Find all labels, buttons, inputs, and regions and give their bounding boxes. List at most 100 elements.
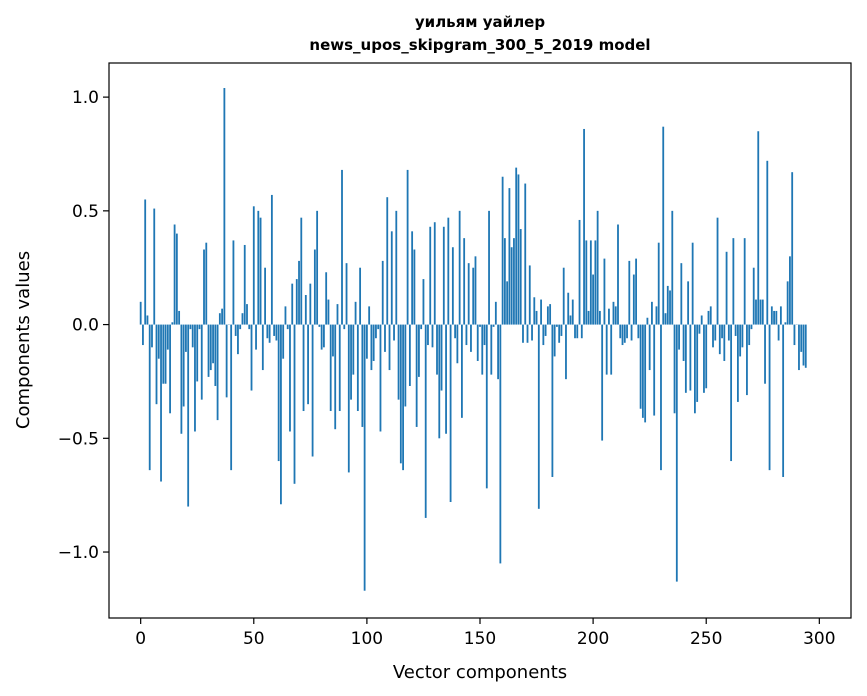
- bar-93: [350, 324, 352, 400]
- bar-107: [381, 260, 384, 325]
- bar-276: [764, 324, 766, 384]
- bar-183: [553, 324, 556, 357]
- bar-4: [148, 324, 151, 471]
- bar-10: [162, 324, 165, 384]
- bar-82: [325, 272, 328, 325]
- bar-195: [580, 324, 583, 339]
- bar-86: [334, 324, 337, 430]
- bar-142: [461, 324, 463, 418]
- bar-182: [551, 324, 554, 477]
- bar-282: [777, 324, 780, 341]
- bar-118: [406, 169, 409, 325]
- bar-157: [494, 301, 497, 325]
- bar-121: [413, 249, 416, 325]
- bar-124: [420, 324, 423, 330]
- bar-22: [189, 324, 192, 330]
- bar-148: [474, 256, 477, 325]
- bar-223: [644, 324, 647, 423]
- bar-34: [216, 324, 219, 421]
- bar-79: [318, 324, 321, 327]
- bar-175: [535, 310, 538, 325]
- bar-216: [628, 260, 631, 325]
- x-tick-label-4: 200: [577, 629, 609, 649]
- bar-169: [522, 324, 524, 343]
- bar-105: [377, 324, 380, 330]
- bar-155: [490, 324, 493, 375]
- bar-113: [395, 210, 398, 325]
- bar-70: [298, 260, 300, 325]
- bar-120: [411, 231, 414, 325]
- bar-232: [664, 313, 667, 325]
- bar-90: [343, 324, 346, 330]
- bar-116: [402, 324, 404, 471]
- bar-111: [390, 231, 393, 325]
- bar-153: [485, 324, 488, 489]
- bar-231: [662, 126, 665, 325]
- x-tick-label-1: 50: [243, 629, 265, 649]
- bar-206: [605, 324, 608, 375]
- bar-0: [139, 301, 142, 325]
- bar-126: [424, 324, 427, 518]
- bar-288: [791, 172, 794, 325]
- bar-66: [289, 324, 291, 432]
- bar-261: [730, 324, 733, 462]
- bar-241: [684, 324, 687, 393]
- bar-289: [793, 324, 796, 346]
- bar-40: [230, 324, 233, 471]
- y-tick-label-3: 0.5: [72, 202, 99, 222]
- bar-172: [528, 265, 531, 325]
- bar-92: [347, 324, 350, 473]
- bar-29: [205, 242, 208, 325]
- bar-269: [748, 324, 751, 346]
- bar-285: [784, 322, 787, 325]
- bar-106: [379, 324, 382, 432]
- bar-95: [354, 301, 357, 325]
- bar-96: [356, 324, 359, 412]
- bar-230: [660, 324, 662, 471]
- x-tick-label-5: 250: [690, 629, 722, 649]
- bar-258: [723, 324, 726, 361]
- chart-title-line-2: news_upos_skipgram_300_5_2019 model: [309, 36, 650, 54]
- bar-263: [734, 324, 737, 336]
- bar-193: [576, 324, 579, 339]
- bar-205: [603, 258, 606, 325]
- bar-45: [241, 313, 244, 325]
- bar-42: [234, 324, 237, 336]
- bar-173: [531, 324, 533, 341]
- bar-101: [368, 306, 371, 325]
- bar-72: [302, 324, 305, 412]
- bar-14: [171, 322, 174, 325]
- bar-31: [209, 324, 212, 371]
- bar-187: [562, 267, 565, 325]
- bar-264: [736, 324, 739, 402]
- bar-171: [526, 324, 529, 343]
- bar-164: [510, 247, 513, 325]
- bar-184: [556, 324, 558, 327]
- bar-59: [273, 324, 276, 336]
- bar-139: [454, 324, 457, 339]
- bar-203: [598, 310, 601, 325]
- bar-54: [261, 324, 264, 371]
- y-tick-label-1: −0.5: [58, 429, 99, 449]
- bar-191: [571, 299, 574, 325]
- bar-213: [621, 324, 624, 346]
- bar-146: [470, 324, 472, 352]
- bar-163: [508, 188, 511, 325]
- bar-13: [169, 324, 171, 414]
- bar-217: [630, 324, 633, 341]
- bar-77: [313, 249, 316, 325]
- bar-177: [540, 299, 542, 325]
- bar-166: [515, 167, 518, 325]
- x-axis-ticks: 0 50 100 150 200 250 300: [135, 618, 836, 649]
- bar-143: [463, 238, 466, 325]
- bar-239: [680, 263, 683, 325]
- bar-64: [284, 306, 287, 325]
- bar-119: [408, 324, 411, 386]
- bar-18: [180, 324, 183, 434]
- bar-202: [596, 210, 599, 325]
- bar-265: [739, 324, 742, 357]
- bar-60: [275, 324, 278, 341]
- bar-134: [442, 226, 445, 325]
- bar-180: [546, 306, 549, 325]
